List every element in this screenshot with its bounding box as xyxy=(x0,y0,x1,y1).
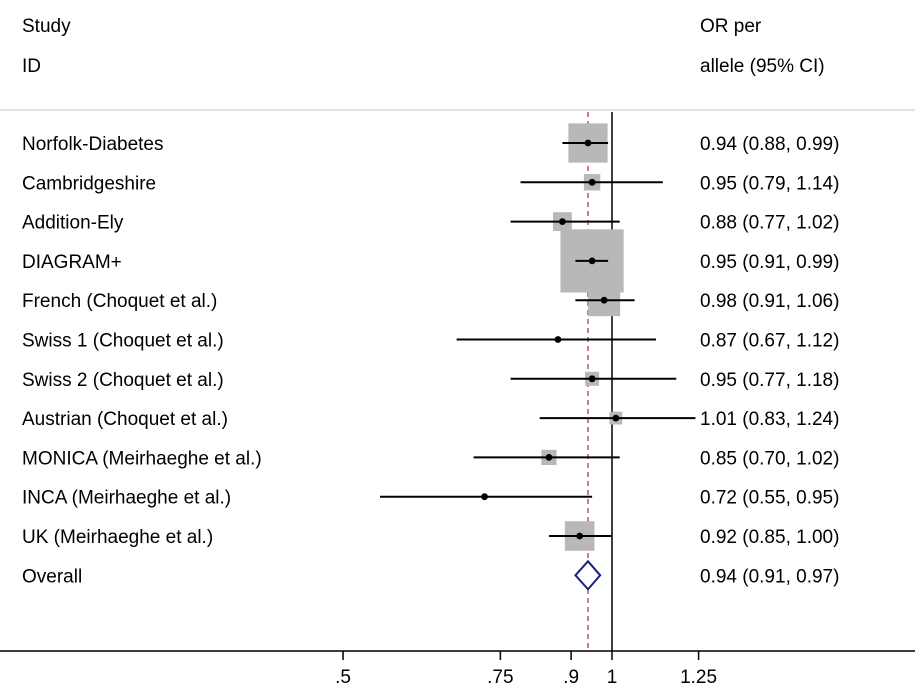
study-row: DIAGRAM+ 0.95 (0.91, 0.99) xyxy=(22,229,839,293)
estimate-text: 0.95 (0.77, 1.18) xyxy=(700,370,839,391)
point-estimate xyxy=(600,296,608,304)
point-estimate xyxy=(576,532,584,540)
point-estimate xyxy=(554,336,562,343)
estimate-text: 0.95 (0.79, 1.14) xyxy=(700,173,839,194)
point-estimate xyxy=(588,375,596,383)
study-row: Austrian (Choquet et al.) 1.01 (0.83, 1.2… xyxy=(22,409,839,430)
header-study: Study xyxy=(22,16,71,37)
study-row: French (Choquet et al.) 0.98 (0.91, 1.06) xyxy=(22,284,839,317)
study-label: Swiss 2 (Choquet et al.) xyxy=(22,370,224,391)
estimate-text: 1.01 (0.83, 1.24) xyxy=(700,409,839,430)
overall-label: Overall xyxy=(22,566,82,587)
estimate-text: 0.92 (0.85, 1.00) xyxy=(700,527,839,548)
header-allele-ci: allele (95% CI) xyxy=(700,56,825,77)
study-label: French (Choquet et al.) xyxy=(22,291,217,312)
header-or-per: OR per xyxy=(700,16,762,37)
x-tick-label: .5 xyxy=(335,667,351,688)
study-row: Addition-Ely 0.88 (0.77, 1.02) xyxy=(22,212,839,234)
study-row: INCA (Meirhaeghe et al.) 0.72 (0.55, 0.95… xyxy=(22,488,839,509)
study-row: MONICA (Meirhaeghe et al.) 0.85 (0.70, 1.… xyxy=(22,448,839,469)
study-label: MONICA (Meirhaeghe et al.) xyxy=(22,448,262,469)
overall-estimate-text: 0.94 (0.91, 0.97) xyxy=(700,566,839,587)
study-row: Swiss 2 (Choquet et al.) 0.95 (0.77, 1.18… xyxy=(22,370,839,391)
estimate-text: 0.98 (0.91, 1.06) xyxy=(700,291,839,312)
study-label: Addition-Ely xyxy=(22,213,124,234)
estimate-text: 0.95 (0.91, 0.99) xyxy=(700,252,839,273)
estimate-text: 0.88 (0.77, 1.02) xyxy=(700,213,839,234)
x-tick-label: .75 xyxy=(487,667,513,688)
estimate-text: 0.94 (0.88, 0.99) xyxy=(700,134,839,155)
estimate-text: 0.87 (0.67, 1.12) xyxy=(700,331,839,352)
study-row: Swiss 1 (Choquet et al.) 0.87 (0.67, 1.12… xyxy=(22,331,839,352)
point-estimate xyxy=(612,414,620,422)
estimate-text: 0.85 (0.70, 1.02) xyxy=(700,448,839,469)
study-row: UK (Meirhaeghe et al.) 0.92 (0.85, 1.00) xyxy=(22,521,839,551)
study-label: Swiss 1 (Choquet et al.) xyxy=(22,331,224,352)
study-row: Cambridgeshire 0.95 (0.79, 1.14) xyxy=(22,173,839,194)
study-row: Norfolk-Diabetes 0.94 (0.88, 0.99) xyxy=(22,123,839,163)
point-estimate xyxy=(559,218,566,226)
point-estimate xyxy=(481,493,488,501)
overall-row: Overall 0.94 (0.91, 0.97) xyxy=(22,559,839,591)
study-label: DIAGRAM+ xyxy=(22,252,122,273)
study-label: UK (Meirhaeghe et al.) xyxy=(22,527,213,548)
point-estimate xyxy=(588,257,596,265)
overall-diamond xyxy=(574,559,602,591)
study-label: Austrian (Choquet et al.) xyxy=(22,409,228,430)
point-estimate xyxy=(588,178,596,186)
header-id: ID xyxy=(22,56,41,77)
study-label: INCA (Meirhaeghe et al.) xyxy=(22,488,231,509)
point-estimate xyxy=(545,454,553,461)
point-estimate xyxy=(584,139,592,147)
x-tick-label: 1 xyxy=(607,667,618,688)
study-label: Norfolk-Diabetes xyxy=(22,134,164,155)
study-label: Cambridgeshire xyxy=(22,173,156,194)
x-tick-label: .9 xyxy=(563,667,579,688)
x-tick-label: 1.25 xyxy=(680,667,717,688)
estimate-text: 0.72 (0.55, 0.95) xyxy=(700,488,839,509)
